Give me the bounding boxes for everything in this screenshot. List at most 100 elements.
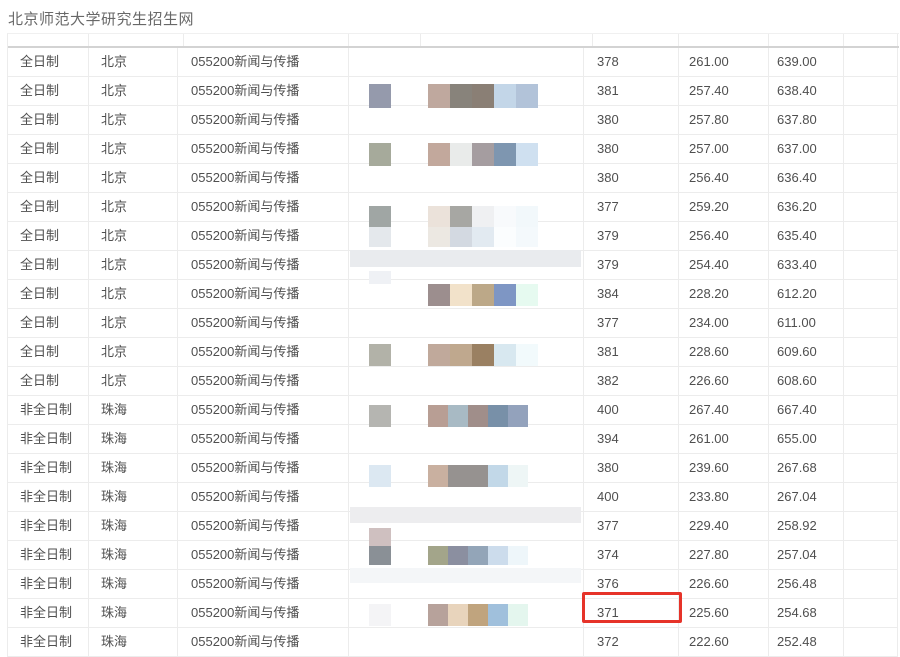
- table-row: 非全日制 珠海 055200新闻与传播 374 227.80 257.04: [8, 541, 899, 570]
- cell-candidate-name: [349, 628, 584, 657]
- cell-retest-score: 239.60: [679, 454, 769, 483]
- cell-total-score: 635.40: [769, 222, 844, 251]
- cell-program: 055200新闻与传播: [178, 77, 349, 106]
- table-row-fragment: [8, 34, 899, 48]
- cell-total-score: 257.04: [769, 541, 844, 570]
- cell-location: 北京: [89, 164, 178, 193]
- table-row: 全日制 北京 055200新闻与传播 377 259.20 636.20: [8, 193, 899, 222]
- cell-study-type: 非全日制: [8, 599, 89, 628]
- cell-location: 珠海: [89, 570, 178, 599]
- cell-retest-score: 256.40: [679, 164, 769, 193]
- cell-total-score: 637.00: [769, 135, 844, 164]
- table-row: 非全日制 珠海 055200新闻与传播 372 222.60 252.48: [8, 628, 899, 657]
- cell-candidate-name: [349, 483, 584, 512]
- cell-candidate-name: [349, 425, 584, 454]
- cell-study-type: 非全日制: [8, 570, 89, 599]
- cell-total-score: 612.20: [769, 280, 844, 309]
- cell-retest-score: 259.20: [679, 193, 769, 222]
- fragment-cell-1: [89, 34, 184, 46]
- cell-study-type: 非全日制: [8, 541, 89, 570]
- cell-location: 珠海: [89, 396, 178, 425]
- cell-total-score: 636.40: [769, 164, 844, 193]
- cell-extra: [844, 48, 898, 77]
- cell-program: 055200新闻与传播: [178, 599, 349, 628]
- cell-study-type: 全日制: [8, 48, 89, 77]
- cell-total-score: 667.40: [769, 396, 844, 425]
- cell-candidate-name: [349, 251, 584, 280]
- cell-initial-score: 379: [584, 222, 679, 251]
- cell-candidate-name: [349, 135, 584, 164]
- cell-total-score: 638.40: [769, 77, 844, 106]
- cell-extra: [844, 106, 898, 135]
- cell-initial-score: 379: [584, 251, 679, 280]
- cell-initial-score: 372: [584, 628, 679, 657]
- table-row: 非全日制 珠海 055200新闻与传播 376 226.60 256.48: [8, 570, 899, 599]
- cell-extra: [844, 541, 898, 570]
- cell-retest-score: 261.00: [679, 425, 769, 454]
- cell-retest-score: 228.20: [679, 280, 769, 309]
- cell-retest-score: 228.60: [679, 338, 769, 367]
- cell-extra: [844, 396, 898, 425]
- cell-program: 055200新闻与传播: [178, 193, 349, 222]
- cell-study-type: 全日制: [8, 193, 89, 222]
- cell-total-score: 636.20: [769, 193, 844, 222]
- cell-extra: [844, 135, 898, 164]
- cell-extra: [844, 367, 898, 396]
- table-row: 非全日制 珠海 055200新闻与传播 380 239.60 267.68: [8, 454, 899, 483]
- cell-location: 珠海: [89, 483, 178, 512]
- cell-study-type: 非全日制: [8, 512, 89, 541]
- cell-location: 北京: [89, 338, 178, 367]
- cell-retest-score: 261.00: [679, 48, 769, 77]
- cell-candidate-name: [349, 338, 584, 367]
- cell-location: 珠海: [89, 599, 178, 628]
- cell-program: 055200新闻与传播: [178, 454, 349, 483]
- cell-extra: [844, 77, 898, 106]
- cell-extra: [844, 164, 898, 193]
- table-row: 全日制 北京 055200新闻与传播 380 256.40 636.40: [8, 164, 899, 193]
- cell-candidate-name: [349, 77, 584, 106]
- cell-study-type: 非全日制: [8, 628, 89, 657]
- cell-location: 珠海: [89, 425, 178, 454]
- cell-retest-score: 225.60: [679, 599, 769, 628]
- cell-candidate-name: [349, 309, 584, 338]
- cell-program: 055200新闻与传播: [178, 106, 349, 135]
- cell-initial-score: 377: [584, 309, 679, 338]
- cell-program: 055200新闻与传播: [178, 628, 349, 657]
- cell-total-score: 267.04: [769, 483, 844, 512]
- cell-extra: [844, 454, 898, 483]
- cell-program: 055200新闻与传播: [178, 338, 349, 367]
- cell-candidate-name: [349, 193, 584, 222]
- cell-program: 055200新闻与传播: [178, 164, 349, 193]
- cell-retest-score: 234.00: [679, 309, 769, 338]
- cell-candidate-name: [349, 396, 584, 425]
- cell-extra: [844, 483, 898, 512]
- table-row: 全日制 北京 055200新闻与传播 381 257.40 638.40: [8, 77, 899, 106]
- cell-program: 055200新闻与传播: [178, 396, 349, 425]
- cell-study-type: 全日制: [8, 367, 89, 396]
- results-table: 全日制 北京 055200新闻与传播 378 261.00 639.00 全日制 北京 0552…: [7, 33, 899, 657]
- cell-initial-score: 382: [584, 367, 679, 396]
- cell-extra: [844, 628, 898, 657]
- cell-program: 055200新闻与传播: [178, 570, 349, 599]
- cell-initial-score: 374: [584, 541, 679, 570]
- fragment-cell-5: [593, 34, 679, 46]
- cell-retest-score: 227.80: [679, 541, 769, 570]
- cell-extra: [844, 512, 898, 541]
- cell-initial-score: 377: [584, 193, 679, 222]
- cell-candidate-name: [349, 599, 584, 628]
- cell-total-score: 258.92: [769, 512, 844, 541]
- cell-initial-score: 378: [584, 48, 679, 77]
- table-row: 非全日制 珠海 055200新闻与传播 400 267.40 667.40: [8, 396, 899, 425]
- cell-retest-score: 257.00: [679, 135, 769, 164]
- cell-initial-score: 400: [584, 396, 679, 425]
- cell-study-type: 非全日制: [8, 483, 89, 512]
- cell-study-type: 非全日制: [8, 454, 89, 483]
- cell-candidate-name: [349, 48, 584, 77]
- cell-extra: [844, 193, 898, 222]
- cell-study-type: 全日制: [8, 280, 89, 309]
- table-row: 全日制 北京 055200新闻与传播 382 226.60 608.60: [8, 367, 899, 396]
- cell-initial-score: 380: [584, 454, 679, 483]
- cell-study-type: 全日制: [8, 338, 89, 367]
- cell-program: 055200新闻与传播: [178, 48, 349, 77]
